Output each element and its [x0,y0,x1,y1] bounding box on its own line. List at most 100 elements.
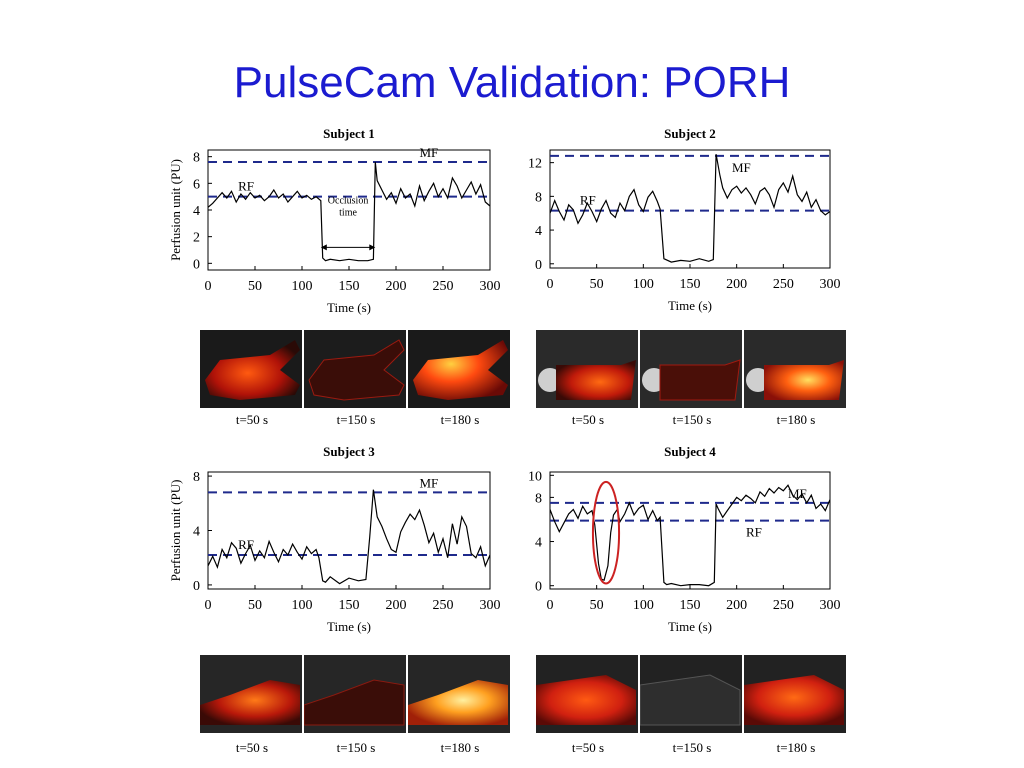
y-axis-label: Perfusion unit (PU) [168,480,183,582]
x-axis-label: Time (s) [327,300,371,315]
y-tick-label: 8 [535,491,542,506]
perfusion-trace [549,154,831,263]
plot-frame [207,471,491,590]
x-tick-label: 200 [386,279,407,294]
x-tick-label: 50 [248,279,262,294]
thermal-image-strip-subject-3 [200,655,510,733]
caption: t=180 s [776,412,816,427]
x-tick-label: 0 [205,598,212,613]
perfusion-image-t180 [408,655,510,733]
x-tick-label: 200 [386,598,407,613]
perfusion-image-t150 [304,330,406,408]
y-tick-label: 8 [535,190,542,205]
y-tick-label: 0 [535,258,542,273]
x-tick-label: 300 [480,279,501,294]
perfusion-image-t50 [536,655,638,733]
x-tick-label: 150 [339,279,360,294]
y-tick-label: 8 [193,151,200,166]
caption: t=50 s [571,740,605,755]
occlusion-label: Occlusion [328,195,369,206]
chart-subject-4: Subject 4 0 50 100 150 200 250 300 0 4 8 10 Time (s)… [528,444,841,634]
perfusion-image-t180 [408,330,510,408]
caption: t=180 s [440,412,480,427]
x-tick-label: 50 [590,277,604,292]
perfusion-trace [207,161,491,262]
x-tick-label: 50 [590,598,604,613]
x-tick-label: 250 [773,277,794,292]
perfusion-image-t180 [744,330,846,408]
image-captions-subject-4: t=50 s t=150 s t=180 s [536,740,848,756]
thermal-image-strip-subject-2 [536,330,846,408]
arrow-head-right [369,244,376,251]
plot-frame [549,149,831,269]
perfusion-image-t50 [536,330,638,408]
reference-label-mf: MF [420,145,439,160]
y-tick-label: 4 [193,204,200,219]
reference-label-rf: RF [746,525,762,540]
caption: t=180 s [440,740,480,755]
x-tick-label: 250 [773,598,794,613]
x-tick-label: 150 [339,598,360,613]
x-tick-label: 100 [633,277,654,292]
arrow-head-left [320,244,327,251]
caption: t=50 s [571,412,605,427]
x-tick-label: 300 [820,277,841,292]
x-axis-label: Time (s) [668,298,712,313]
chart-subject-3: Subject 3 0 50 100 150 200 250 300 0 4 8 Time (s) Pe… [168,444,501,634]
caption: t=50 s [235,740,269,755]
caption: t=150 s [672,740,712,755]
image-captions-subject-1: t=50 s t=150 s t=180 s [200,412,512,428]
x-tick-label: 150 [680,277,701,292]
y-tick-label: 10 [528,469,542,484]
x-tick-label: 250 [433,279,454,294]
x-tick-label: 100 [292,598,313,613]
x-tick-label: 100 [633,598,654,613]
chart-subject-1: Subject 1 0 50 100 150 200 250 300 0 2 4 6 8 Time (s)… [168,126,501,315]
y-tick-label: 4 [193,525,200,540]
x-tick-label: 150 [680,598,701,613]
perfusion-image-t180 [744,655,846,733]
x-tick-label: 300 [480,598,501,613]
x-tick-label: 0 [547,277,554,292]
x-tick-label: 0 [547,598,554,613]
perfusion-trace [207,489,491,585]
y-tick-label: 0 [193,257,200,272]
chart-title: Subject 2 [664,126,716,141]
x-tick-label: 0 [205,279,212,294]
perfusion-image-t50 [200,330,302,408]
caption: t=50 s [235,412,269,427]
slide-title: PulseCam Validation: PORH [233,58,791,107]
y-tick-label: 2 [193,231,200,246]
y-tick-label: 6 [193,177,200,192]
occlusion-label: time [339,207,357,218]
perfusion-image-t50 [200,655,302,733]
y-tick-label: 4 [535,536,542,551]
image-captions-subject-3: t=50 s t=150 s t=180 s [200,740,512,756]
x-tick-label: 200 [726,598,747,613]
perfusion-image-t150 [640,330,742,408]
x-tick-label: 100 [292,279,313,294]
thermal-image-strip-subject-4 [536,655,846,733]
caption: t=180 s [776,740,816,755]
reference-label-mf: MF [788,486,807,501]
reference-label-rf: RF [580,193,596,208]
image-captions-subject-2: t=50 s t=150 s t=180 s [536,412,848,428]
y-tick-label: 0 [193,579,200,594]
y-tick-label: 4 [535,224,542,239]
y-tick-label: 0 [535,580,542,595]
thermal-image-strip-subject-1 [200,330,510,408]
x-tick-label: 250 [433,598,454,613]
y-axis-label: Perfusion unit (PU) [168,159,183,261]
perfusion-trace [549,484,831,587]
chart-subject-2: Subject 2 0 50 100 150 200 250 300 0 4 8 12 Time (s)… [528,126,841,313]
caption: t=150 s [336,412,376,427]
caption: t=150 s [336,740,376,755]
x-tick-label: 300 [820,598,841,613]
x-axis-label: Time (s) [668,619,712,634]
chart-title: Subject 4 [664,444,716,459]
caption: t=150 s [672,412,712,427]
y-tick-label: 12 [528,157,542,172]
y-tick-label: 8 [193,470,200,485]
reference-label-mf: MF [420,475,439,490]
x-tick-label: 200 [726,277,747,292]
